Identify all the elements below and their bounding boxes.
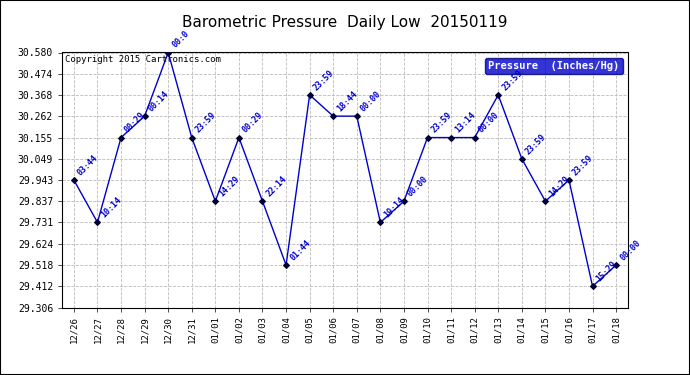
Text: Copyright 2015 Cartronics.com: Copyright 2015 Cartronics.com [65,55,221,64]
Point [611,262,622,268]
Point [422,135,433,141]
Text: 00:14: 00:14 [146,89,170,113]
Text: 23:59: 23:59 [312,68,335,92]
Point [281,262,292,268]
Point [493,92,504,98]
Text: 00:00: 00:00 [477,111,501,135]
Text: 18:44: 18:44 [335,89,359,113]
Text: 00:00: 00:00 [618,238,642,262]
Point [163,50,174,55]
Point [398,198,409,204]
Text: 01:44: 01:44 [288,238,312,262]
Point [516,156,527,162]
Point [446,135,457,141]
Text: 14:29: 14:29 [547,174,571,198]
Text: 14:29: 14:29 [217,174,241,198]
Text: 00:29: 00:29 [123,111,147,135]
Point [257,198,268,204]
Point [587,283,598,289]
Text: 23:59: 23:59 [429,111,453,135]
Text: 10:14: 10:14 [99,196,124,220]
Text: 23:59: 23:59 [500,68,524,92]
Point [92,219,103,225]
Text: Barometric Pressure  Daily Low  20150119: Barometric Pressure Daily Low 20150119 [182,15,508,30]
Text: 00:00: 00:00 [359,89,383,113]
Text: 23:59: 23:59 [571,153,595,177]
Text: 23:59: 23:59 [524,132,548,156]
Point [233,135,244,141]
Text: 15:29: 15:29 [595,260,618,284]
Point [469,135,480,141]
Legend: Pressure  (Inches/Hg): Pressure (Inches/Hg) [485,58,622,74]
Text: 23:59: 23:59 [194,111,218,135]
Point [68,177,79,183]
Text: 13:14: 13:14 [453,111,477,135]
Point [351,113,362,119]
Text: 22:14: 22:14 [264,174,288,198]
Point [328,113,339,119]
Point [115,135,126,141]
Point [304,92,315,98]
Text: 00:29: 00:29 [241,111,265,135]
Point [564,177,575,183]
Text: 00:0: 00:0 [170,29,190,50]
Text: 00:00: 00:00 [406,174,430,198]
Point [375,219,386,225]
Point [139,113,150,119]
Point [210,198,221,204]
Text: 03:44: 03:44 [76,153,100,177]
Point [186,135,197,141]
Point [540,198,551,204]
Text: 19:14: 19:14 [382,196,406,220]
